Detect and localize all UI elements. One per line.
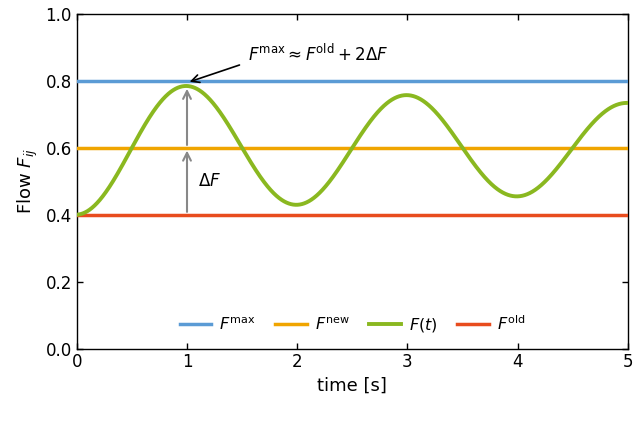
Y-axis label: Flow $F_{ij}$: Flow $F_{ij}$ bbox=[16, 148, 40, 214]
Text: $\Delta F$: $\Delta F$ bbox=[198, 172, 221, 190]
Text: $F^{\mathrm{max}}\approx F^{\mathrm{old}}+2\Delta F$: $F^{\mathrm{max}}\approx F^{\mathrm{old}… bbox=[248, 43, 388, 65]
X-axis label: time [s]: time [s] bbox=[317, 377, 387, 395]
Legend: $F^{\mathrm{max}}$, $F^{\mathrm{new}}$, $F(t)$, $F^{\mathrm{old}}$: $F^{\mathrm{max}}$, $F^{\mathrm{new}}$, … bbox=[173, 308, 531, 340]
